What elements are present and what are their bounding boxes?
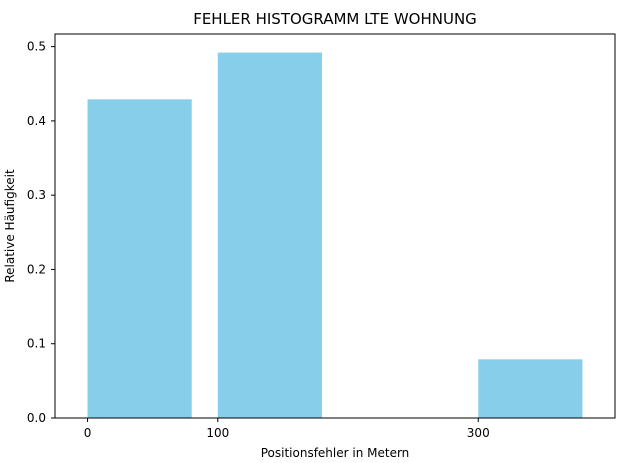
y-tick-label: 0.5	[27, 40, 46, 54]
y-axis-ticks: 0.0 0.1 0.2 0.3 0.4 0.5	[27, 40, 55, 425]
y-axis-label: Relative Häufigkeit	[3, 169, 17, 283]
x-tick-label: 0	[84, 426, 92, 440]
x-tick-label: 300	[467, 426, 490, 440]
plot-frame	[54, 33, 616, 419]
histogram-bar-1	[217, 52, 322, 418]
y-tick-label: 0.4	[27, 114, 46, 128]
bars-group	[87, 52, 583, 419]
histogram-bar-0	[87, 99, 192, 419]
y-tick-label: 0.1	[27, 337, 46, 351]
y-tick-label: 0.0	[27, 411, 46, 425]
histogram-bar-2	[478, 359, 583, 418]
y-tick-label: 0.3	[27, 188, 46, 202]
x-tick-label: 100	[206, 426, 229, 440]
y-tick-label: 0.2	[27, 262, 46, 276]
x-axis-label: Positionsfehler in Metern	[261, 446, 410, 460]
chart-title: FEHLER HISTOGRAMM LTE WOHNUNG	[193, 10, 477, 28]
x-axis-ticks: 0 100 300	[84, 418, 490, 440]
